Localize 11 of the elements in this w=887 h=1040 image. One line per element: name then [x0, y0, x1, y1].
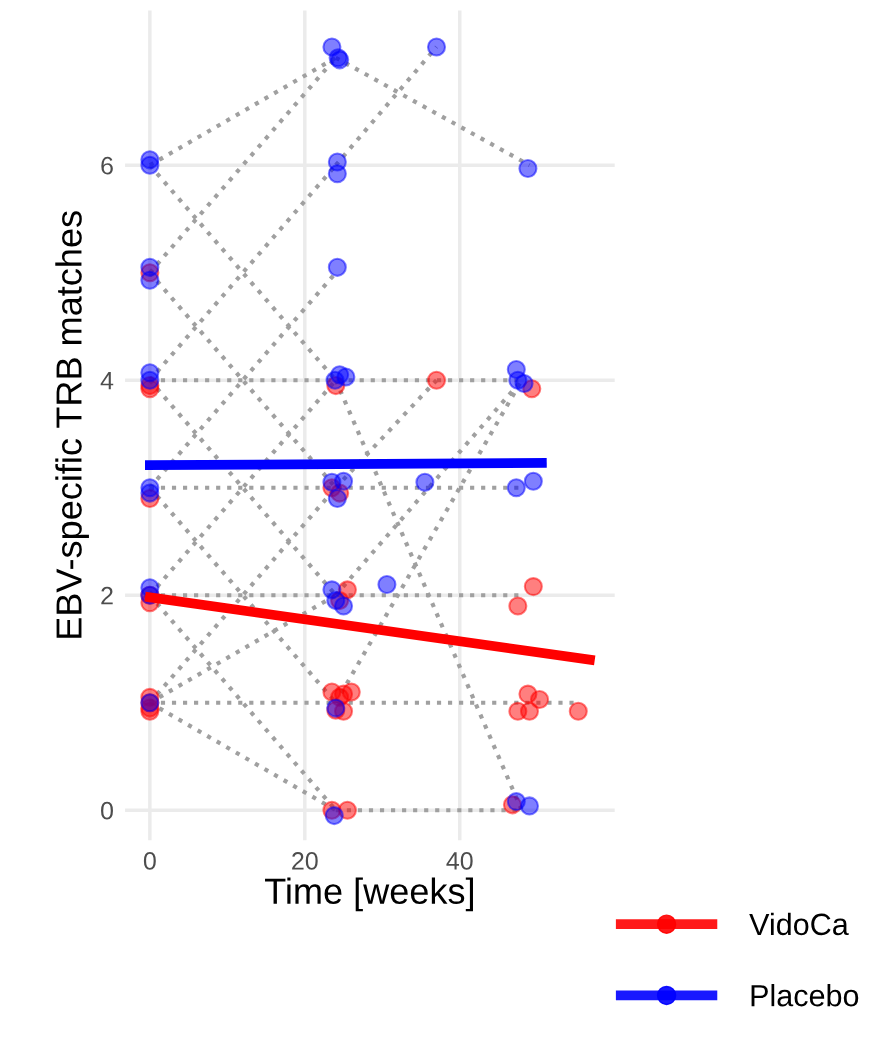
y-axis-title: EBV-specific TRB matches	[55, 211, 89, 638]
legend-label: Placebo	[751, 984, 859, 1007]
x-tick-label: 40	[446, 852, 473, 870]
y-tick-label: 0	[101, 801, 113, 820]
x-tick-label: 0	[143, 852, 156, 870]
y-tick-label: 6	[101, 156, 113, 175]
y-tick-label: 2	[101, 586, 113, 605]
legend-label: VidoCa	[749, 912, 849, 936]
y-tick-label: 4	[100, 372, 114, 390]
x-axis-title: Time [weeks]	[265, 877, 473, 912]
x-tick-label: 20	[292, 852, 318, 870]
